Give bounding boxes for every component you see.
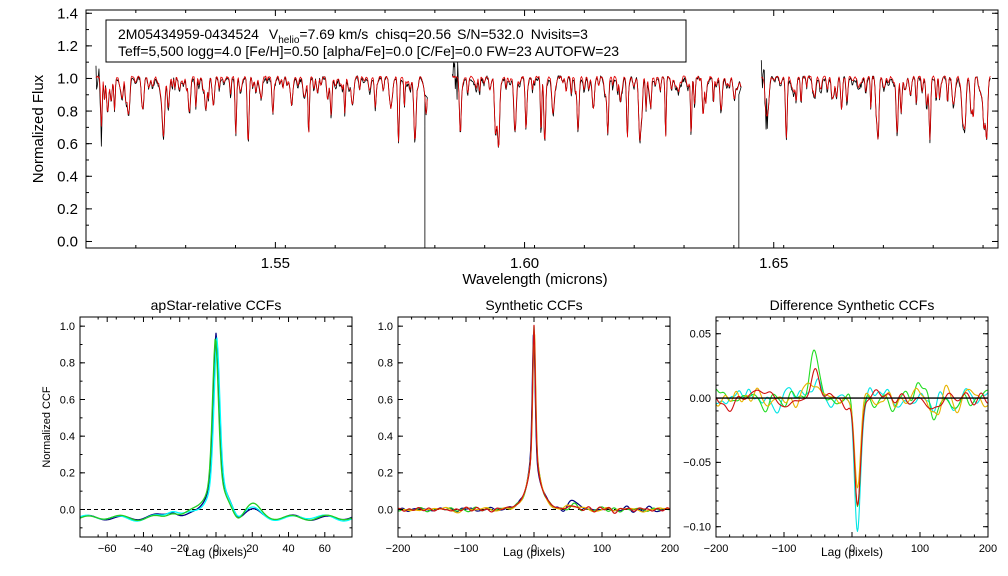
x-tick-label: 1.65 xyxy=(759,255,788,272)
x-tick-label: −100 xyxy=(772,543,797,555)
synthetic-ccf-x-axis-label: Lag (pixels) xyxy=(503,545,565,559)
spectrum-y-axis-label: Normalized Flux xyxy=(30,74,47,183)
x-tick-label: 40 xyxy=(282,543,294,555)
spectrum-synthetic-line xyxy=(452,75,742,148)
synthetic-ccf-title: Synthetic CCFs xyxy=(485,297,582,313)
y-tick-label: 0.0 xyxy=(57,234,78,251)
y-tick-label: −0.10 xyxy=(683,522,711,534)
y-tick-label: 0.0 xyxy=(378,504,393,516)
spectrum-synthetic-line xyxy=(761,75,991,141)
apstar-ccf-x-axis-label: Lag (pixels) xyxy=(185,545,247,559)
y-tick-label: 0.0 xyxy=(60,504,75,516)
y-tick-label: 1.4 xyxy=(57,6,78,23)
y-tick-label: 0.8 xyxy=(57,103,78,120)
y-tick-label: 0.6 xyxy=(57,136,78,153)
x-tick-label: 200 xyxy=(661,543,679,555)
x-tick-label: 100 xyxy=(593,543,611,555)
x-tick-label: −60 xyxy=(98,543,117,555)
difference-ccf-ticks: −200 −100 0 100 200 0.05 0.00 −0.05 −0.10 xyxy=(683,317,997,555)
y-tick-label: 0.6 xyxy=(60,394,75,406)
legend-vhelio-subscript: helio xyxy=(278,35,300,46)
spectrum-legend-box xyxy=(105,19,687,63)
legend-line-1: 2M05434959-0434524 Vhelio=7.69 km/s chisq=… xyxy=(118,26,588,46)
y-tick-label: 0.05 xyxy=(690,329,711,341)
y-tick-label: 0.2 xyxy=(57,201,78,218)
x-tick-label: 1.60 xyxy=(510,255,539,272)
y-tick-label: 0.4 xyxy=(60,431,75,443)
x-tick-label: 0 xyxy=(849,543,855,555)
y-tick-label: 1.0 xyxy=(60,321,75,333)
legend-line-2: Teff=5,500 logg=4.0 [Fe/H]=0.50 [alpha/F… xyxy=(118,43,619,59)
y-tick-label: 0.4 xyxy=(378,431,393,443)
apstar-ccf-title: apStar-relative CCFs xyxy=(151,297,282,313)
apstar-ccf-y-axis-label: Normalized CCF xyxy=(41,386,53,468)
x-tick-label: 0 xyxy=(213,543,219,555)
x-tick-label: −100 xyxy=(454,543,479,555)
x-tick-label: 20 xyxy=(246,543,258,555)
y-tick-label: −0.05 xyxy=(683,457,711,469)
apstar-ccf-line xyxy=(79,338,353,522)
y-tick-label: 0.6 xyxy=(378,394,393,406)
y-tick-label: 0.2 xyxy=(378,468,393,480)
synthetic-ccf-ticks: −200 −100 0 100 200 0.0 0.2 0.4 0.6 0.8 1.0 xyxy=(378,317,679,555)
legend-nvisits: Nvisits=3 xyxy=(531,26,588,42)
x-tick-label: 60 xyxy=(319,543,331,555)
apstar-ccf-ticks: −60 −40 −20 0 20 40 60 0.0 0.2 0.4 0.6 0.8 1.0 xyxy=(60,317,353,555)
x-tick-label: 200 xyxy=(979,543,997,555)
legend-object-id: 2M05434959-0434524 xyxy=(118,26,259,42)
y-tick-label: 1.0 xyxy=(378,321,393,333)
spectrum-panel: 1.55 1.60 1.65 0.0 0.2 0.4 0.6 0.8 1.0 1.2 1.4 Wav… xyxy=(30,6,999,288)
y-tick-label: 0.00 xyxy=(690,393,711,405)
apstar-ccf-series-group xyxy=(79,332,353,522)
y-tick-label: 1.2 xyxy=(57,38,78,55)
spectrum-plot-frame xyxy=(85,9,999,249)
legend-vhelio-prefix: V xyxy=(269,26,279,42)
difference-ccf-line xyxy=(715,367,989,506)
x-tick-label: 1.55 xyxy=(261,255,290,272)
synthetic-ccf-line xyxy=(397,324,671,514)
difference-ccf-series-group xyxy=(715,349,989,532)
legend-sn: S/N=532.0 xyxy=(457,26,524,42)
difference-ccf-panel: −200 −100 0 100 200 0.05 0.00 −0.05 −0.10 Differ… xyxy=(683,297,997,559)
x-tick-label: 100 xyxy=(911,543,929,555)
y-tick-label: 0.8 xyxy=(378,358,393,370)
spectrum-series-group xyxy=(95,60,991,249)
x-tick-label: 0 xyxy=(531,543,537,555)
x-tick-label: −40 xyxy=(134,543,153,555)
spectrum-synthetic-line xyxy=(95,75,428,142)
synthetic-ccf-panel: −200 −100 0 100 200 0.0 0.2 0.4 0.6 0.8 1.0 Synthe… xyxy=(378,297,679,559)
y-tick-label: 0.8 xyxy=(60,358,75,370)
y-tick-label: 1.0 xyxy=(57,71,78,88)
difference-ccf-x-axis-label: Lag (pixels) xyxy=(821,545,883,559)
apstar-ccf-panel: −60 −40 −20 0 20 40 60 0.0 0.2 0.4 0.6 0.8 1.0 apSta… xyxy=(41,297,353,559)
x-tick-label: −200 xyxy=(704,543,729,555)
difference-ccf-title: Difference Synthetic CCFs xyxy=(770,297,935,313)
legend-chisq: chisq=20.56 xyxy=(375,26,451,42)
x-tick-label: −20 xyxy=(170,543,189,555)
y-tick-label: 0.2 xyxy=(60,468,75,480)
synthetic-ccf-series-group xyxy=(397,324,671,514)
x-tick-label: −200 xyxy=(386,543,411,555)
legend-vhelio-value: =7.69 km/s xyxy=(299,26,368,42)
spectrum-x-axis-label: Wavelength (microns) xyxy=(462,271,607,288)
spectrum-ticks: 1.55 1.60 1.65 0.0 0.2 0.4 0.6 0.8 1.0 1.2 1.4 xyxy=(57,6,998,272)
y-tick-label: 0.4 xyxy=(57,169,78,186)
